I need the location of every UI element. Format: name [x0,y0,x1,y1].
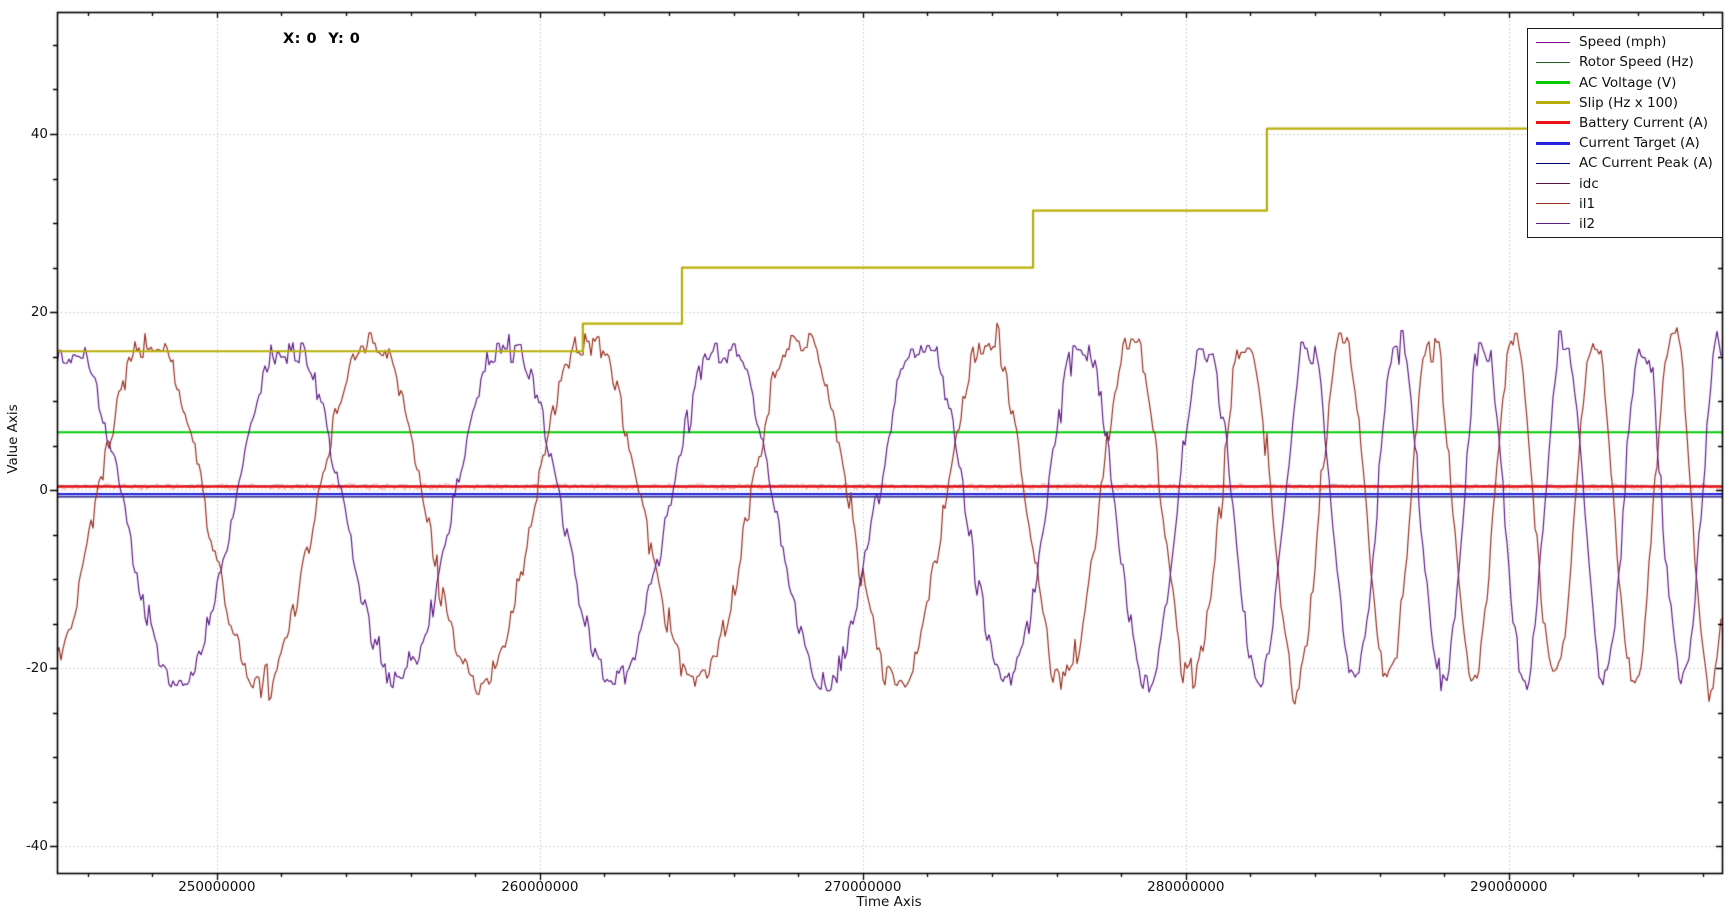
legend-item: AC Current Peak (A) [1536,153,1714,173]
y-tick-label: 40 [30,125,48,142]
legend-item-label: AC Voltage (V) [1579,74,1677,91]
legend-item-label: il2 [1579,215,1596,232]
y-tick-label: -40 [25,838,48,855]
x-tick-label: 280000000 [1147,879,1225,895]
legend-item-label: AC Current Peak (A) [1579,155,1713,172]
x-tick-label: 260000000 [501,879,579,895]
legend-line-swatch [1536,183,1570,185]
legend-line-swatch [1536,162,1570,164]
legend-item-label: Speed (mph) [1579,34,1667,51]
x-tick-label: 290000000 [1470,879,1548,895]
legend-item: idc [1536,173,1714,193]
legend-item: il2 [1536,214,1714,234]
legend-item-label: Battery Current (A) [1579,114,1709,131]
legend-item: Battery Current (A) [1536,113,1714,133]
legend-item: AC Voltage (V) [1536,72,1714,92]
y-tick-label: 0 [39,482,48,499]
legend-item-label: Current Target (A) [1579,135,1700,152]
legend-item-label: idc [1579,175,1599,192]
legend-line-swatch [1536,141,1570,145]
legend-item-label: Slip (Hz x 100) [1579,94,1679,111]
legend-item: Current Target (A) [1536,133,1714,153]
x-tick-label: 250000000 [178,879,256,895]
x-axis-label: Time Axis [856,894,922,910]
legend-item: Speed (mph) [1536,32,1714,52]
legend-line-swatch [1536,223,1570,225]
legend-item: Rotor Speed (Hz) [1536,52,1714,72]
legend-item-label: Rotor Speed (Hz) [1579,54,1694,71]
legend-item-label: il1 [1579,195,1596,212]
legend-item: il1 [1536,194,1714,214]
y-axis-label: Value Axis [5,404,21,474]
legend-line-swatch [1536,121,1570,125]
y-tick-label: 20 [30,304,48,321]
legend-line-swatch [1536,81,1570,84]
legend-line-swatch [1536,101,1570,105]
legend-line-swatch [1536,203,1570,205]
legend-line-swatch [1536,41,1570,43]
legend: Speed (mph) Rotor Speed (Hz) AC Voltage (V… [1527,28,1723,238]
x-tick-label: 270000000 [824,879,902,895]
y-tick-label: -20 [25,660,48,677]
cursor-readout: X: 0 Y: 0 [283,31,361,47]
legend-item: Slip (Hz x 100) [1536,93,1714,113]
legend-line-swatch [1536,61,1570,63]
